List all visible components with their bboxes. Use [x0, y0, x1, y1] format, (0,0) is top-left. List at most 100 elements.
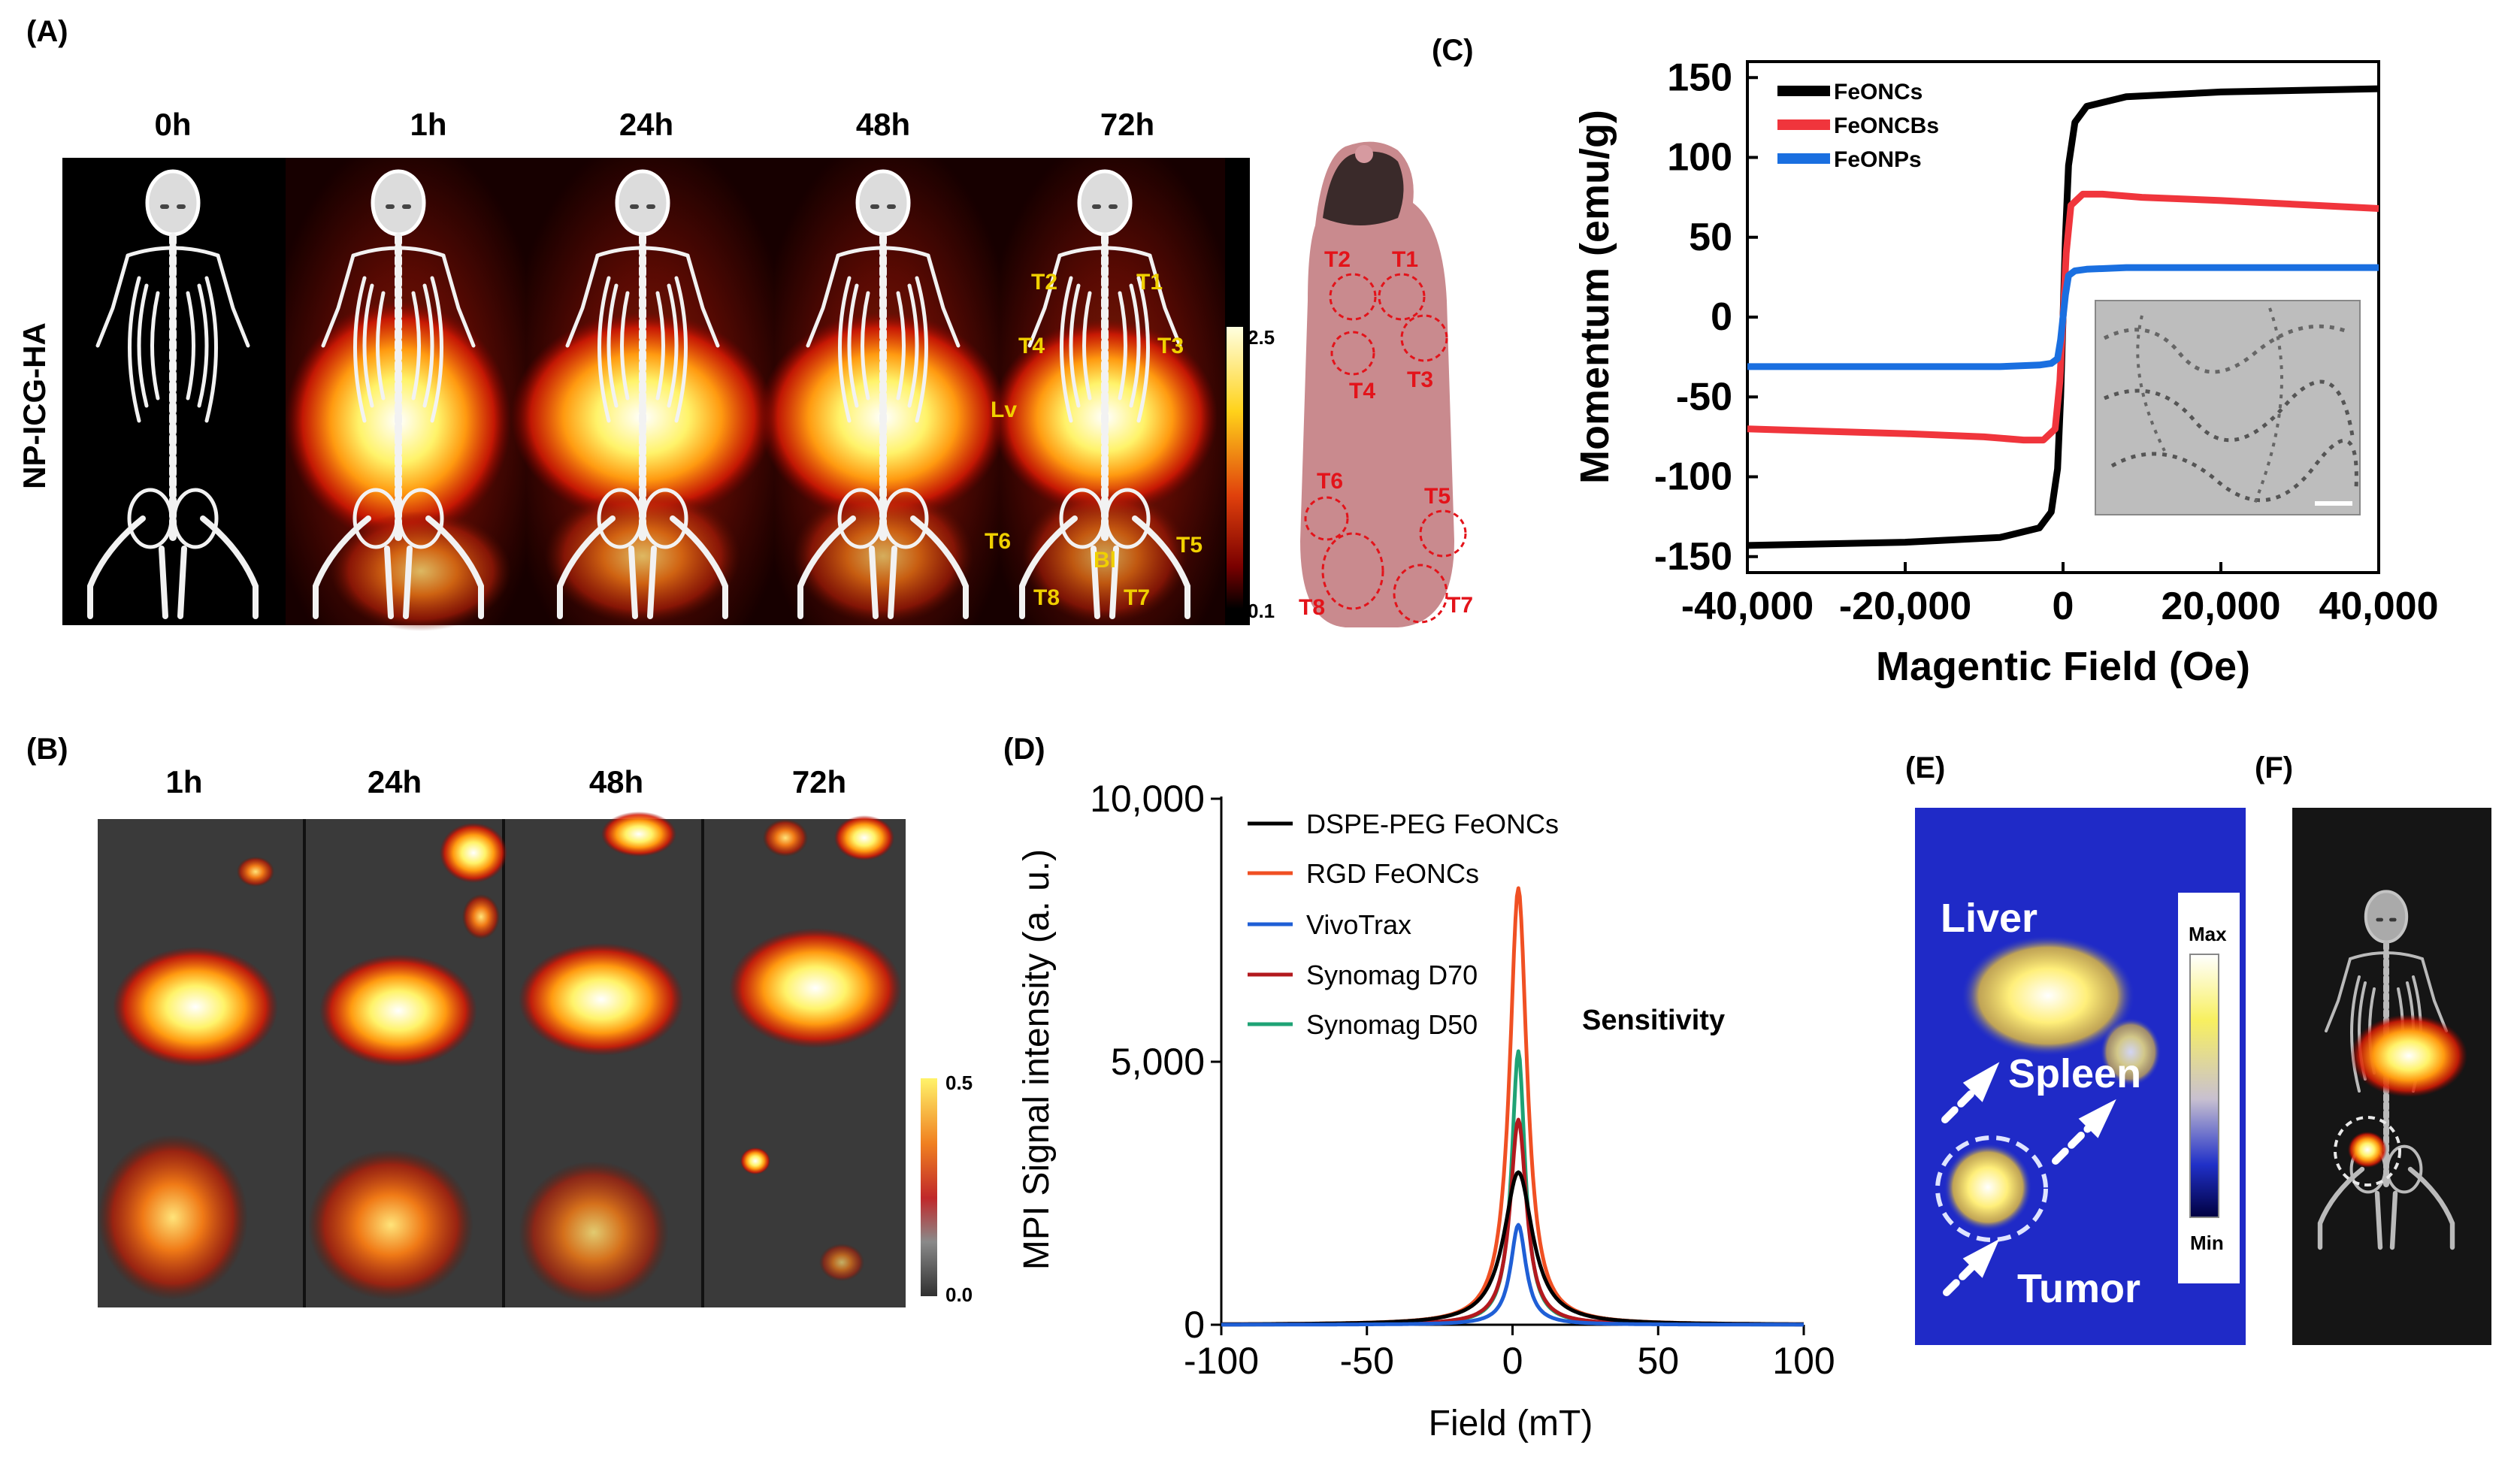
chart-d-xtick-label: 50 — [1637, 1340, 1679, 1382]
panel-b-label: (B) — [26, 733, 68, 766]
photo-marker: T8 — [1299, 595, 1325, 620]
marker-label: T8 — [1033, 585, 1060, 610]
legend-label-dspe: DSPE-PEG FeONCs — [1306, 809, 1559, 839]
photo-marker: T7 — [1447, 593, 1473, 618]
photo-marker: T1 — [1392, 247, 1418, 272]
panel-c-label: (C) — [1432, 34, 1474, 67]
marker-label: T6 — [985, 529, 1011, 554]
marker-label: T7 — [1124, 585, 1150, 610]
panel-c: (C) Momentum (emu/g) Magentic Field (Oe)… — [1432, 34, 2439, 689]
series-line-synomag-d70 — [1221, 1117, 1805, 1327]
timepoint-label: 48h — [589, 764, 643, 800]
chart-c-ytick-label: -50 — [1676, 375, 1732, 419]
chart-c-xtick-label: 20,000 — [2161, 585, 2280, 628]
chart-c-legend: FeONCs FeONCBs FeONPs — [1777, 80, 1939, 172]
arrow-icon — [1962, 1062, 2000, 1102]
chart-c-xtick-label: 0 — [2053, 585, 2074, 628]
colorbar-e-min: Min — [2190, 1232, 2224, 1254]
colorbar-a-min: 0.1 — [1248, 600, 1275, 622]
arrow-icon — [1962, 1238, 2000, 1278]
series-line-vivotrax — [1221, 1223, 1805, 1327]
chart-d-xlabel: Field (mT) — [1429, 1404, 1593, 1443]
legend-label-feoncbs: FeONCBs — [1834, 113, 1939, 138]
colorbar-a — [1227, 327, 1243, 609]
timepoint-label: 72h — [792, 764, 846, 800]
timepoint-label: 24h — [619, 107, 673, 142]
marker-label: T3 — [1157, 334, 1184, 358]
chart-d-ytick-label: 10,000 — [1090, 778, 1205, 820]
legend-label-d70: Synomag D70 — [1306, 960, 1478, 990]
chart-d-ticks: -100 -50 0 50 100 0 5,000 10,000 — [1090, 778, 1835, 1382]
tumor-signal-f — [2348, 1132, 2387, 1168]
panel-a-label: (A) — [26, 15, 68, 48]
legend-label-feoncs: FeONCs — [1834, 80, 1923, 104]
chart-d-xtick-label: -100 — [1184, 1340, 1259, 1382]
chart-c-ytick-label: 50 — [1689, 216, 1732, 259]
chart-d-legend: DSPE-PEG FeONCs RGD FeONCs VivoTrax Syno… — [1248, 809, 1559, 1040]
legend-label-rgd: RGD FeONCs — [1306, 858, 1479, 889]
timepoint-label: 1h — [165, 764, 202, 800]
chart-d-ytick-label: 5,000 — [1111, 1041, 1205, 1083]
liver-signal-f — [2350, 1014, 2467, 1097]
colorbar-b-max: 0.5 — [945, 1072, 973, 1094]
tumor-circle — [1935, 1135, 2048, 1242]
chart-c-ticks: -40,000 -20,000 0 20,000 40,000 -150 -100 -50 0 5… — [1654, 56, 2439, 628]
timepoint-label: 0h — [154, 107, 191, 142]
chart-c-ylabel: Momentum (emu/g) — [1572, 110, 1617, 484]
chart-d-xtick-label: -50 — [1340, 1340, 1394, 1382]
colorbar-a-max: 2.5 — [1248, 326, 1275, 349]
panel-b: (B) 1h 24h 48h 72h 0.5 0.0 — [26, 733, 973, 1307]
panel-f-label: (F) — [2255, 751, 2293, 784]
panel-a: (A) NP-ICG-HA 0h 1h 24h 48h 72h — [17, 15, 1473, 631]
arrow-icon — [2078, 1099, 2116, 1138]
tumor-circle-f — [2334, 1116, 2401, 1186]
chart-c-lines — [1747, 85, 2379, 549]
mouse-1h — [286, 158, 526, 631]
colorbar-b — [921, 1078, 937, 1296]
marker-label: Bl — [1094, 548, 1116, 573]
liver-signal — [1962, 936, 2134, 1056]
panel-e-label: (E) — [1905, 751, 1945, 784]
photo-marker: T6 — [1317, 469, 1343, 494]
marker-label: T4 — [1018, 334, 1045, 358]
chart-c-ytick-label: 150 — [1667, 56, 1732, 99]
chart-d-ytick-label: 0 — [1184, 1304, 1205, 1346]
organ-label-tumor: Tumor — [2017, 1266, 2140, 1311]
legend-label-vivotrax: VivoTrax — [1306, 909, 1411, 940]
legend-label-d50: Synomag D50 — [1306, 1009, 1478, 1040]
photo-marker: T4 — [1349, 379, 1375, 404]
tumor-signal — [1944, 1144, 2031, 1231]
panel-d-label: (D) — [1003, 733, 1045, 766]
chart-d-xtick-label: 100 — [1772, 1340, 1835, 1382]
tem-inset — [2095, 300, 2361, 515]
organ-label-liver: Liver — [1941, 896, 2037, 941]
series-line-feonps — [1747, 264, 2379, 370]
panel-f: (F) — [2255, 751, 2491, 1345]
colorbar-e — [2189, 954, 2219, 1218]
chart-d-lines — [1221, 886, 1805, 1327]
row-label: NP-ICG-HA — [17, 322, 52, 489]
marker-label: T5 — [1176, 533, 1203, 558]
chart-c-xtick-label: -40,000 — [1681, 585, 1814, 628]
chart-c-ytick-label: 100 — [1667, 136, 1732, 180]
chart-c-ytick-label: 0 — [1711, 295, 1732, 339]
arrow-icon — [1943, 1255, 1984, 1296]
timepoint-label: 48h — [856, 107, 910, 142]
marker-label: T2 — [1031, 270, 1057, 295]
organ-label-spleen: Spleen — [2008, 1051, 2141, 1096]
photo-marker: T2 — [1324, 247, 1351, 272]
panel-d: (D) MPI Signal intensity (a. u.) Field (… — [1003, 733, 1835, 1443]
mouse-72h: T2 T1 T4 T3 Lv T6 T5 Bl T8 T7 — [985, 158, 1225, 625]
chart-c-ytick-label: -150 — [1654, 535, 1732, 579]
chart-d-ylabel: MPI Signal intensity (a. u.) — [1017, 849, 1057, 1270]
sensitivity-annotation: Sensitivity — [1582, 1005, 1725, 1036]
timepoint-label: 72h — [1100, 107, 1154, 142]
chart-c-xlabel: Magentic Field (Oe) — [1876, 644, 2250, 689]
mouse-photo: T2 T1 T4 T3 T6 T5 T8 T7 — [1291, 139, 1473, 628]
spleen-signal — [2101, 1018, 2161, 1086]
chart-c-ytick-label: -100 — [1654, 455, 1732, 499]
panel-e: (E) Liver Spleen Tumor Max Min — [1905, 751, 2246, 1345]
photo-marker: T5 — [1424, 484, 1451, 509]
chart-d-xtick-label: 0 — [1502, 1340, 1523, 1382]
